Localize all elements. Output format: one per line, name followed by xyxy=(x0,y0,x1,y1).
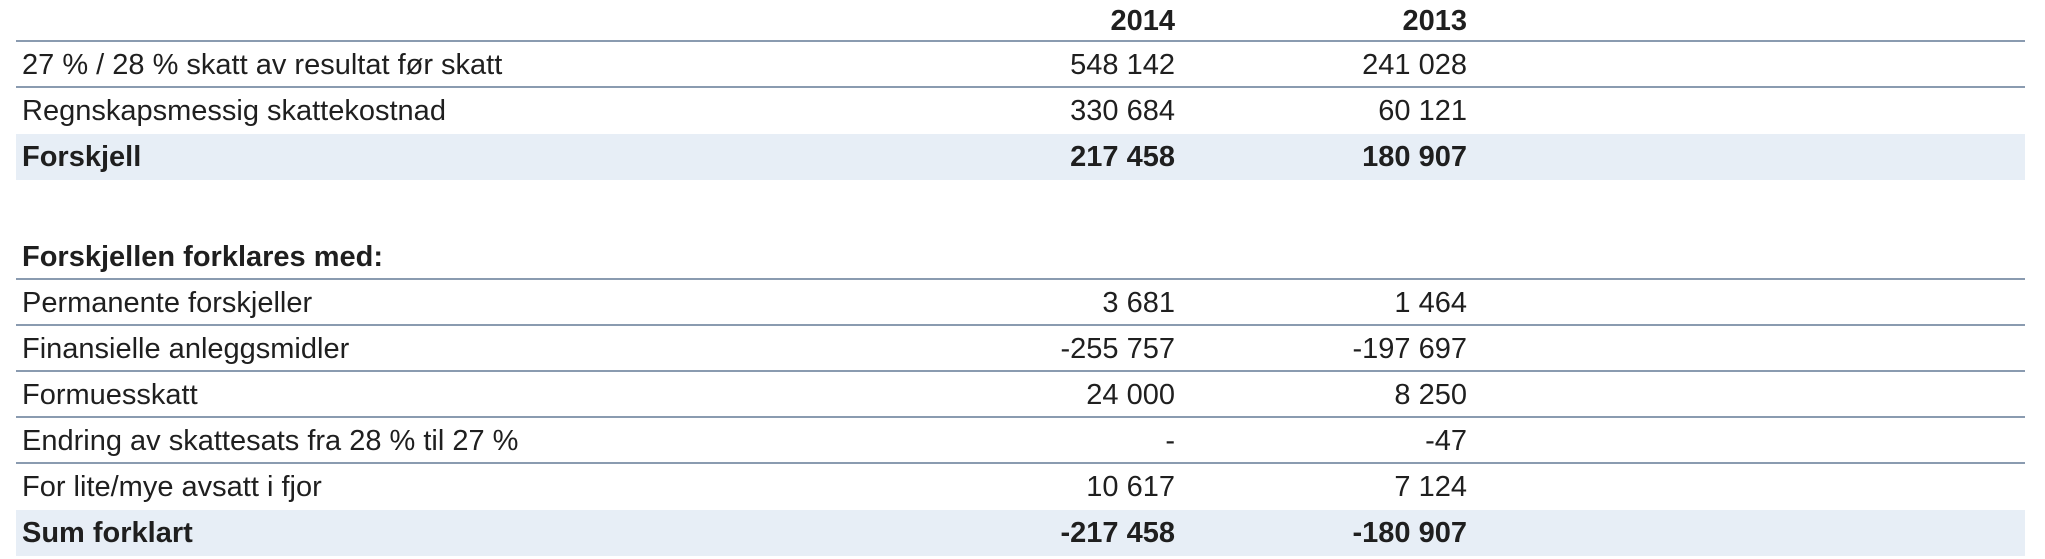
row-value-2013: 1 464 xyxy=(1394,287,1467,319)
section-spacer xyxy=(16,180,2025,234)
row-label: 27 % / 28 % skatt av resultat før skatt xyxy=(22,49,503,81)
row-value-2014: 10 617 xyxy=(1086,471,1175,503)
row-label: For lite/mye avsatt i fjor xyxy=(22,471,322,503)
row-value-2013: 60 121 xyxy=(1378,95,1467,127)
section-title: Forskjellen forklares med: xyxy=(22,241,384,273)
row-value-2013: 8 250 xyxy=(1394,379,1467,411)
row-label: Forskjell xyxy=(22,141,142,173)
tax-reconciliation-table: 2014 2013 27 % / 28 % skatt av resultat … xyxy=(16,0,2025,556)
column-header-2013: 2013 xyxy=(1402,5,1467,37)
difference-total-row: Forskjell 217 458 180 907 xyxy=(16,134,2025,180)
table-row: Permanente forskjeller 3 681 1 464 xyxy=(16,280,2025,326)
row-value-2014: 3 681 xyxy=(1102,287,1175,319)
row-value-2014: 548 142 xyxy=(1070,49,1175,81)
row-value-2013: -197 697 xyxy=(1352,333,1468,365)
row-label: Endring av skattesats fra 28 % til 27 % xyxy=(22,425,519,457)
table-row: For lite/mye avsatt i fjor 10 617 7 124 xyxy=(16,464,2025,510)
section-title-row: Forskjellen forklares med: xyxy=(16,234,2025,280)
row-label: Finansielle anleggsmidler xyxy=(22,333,350,365)
column-header-2014: 2014 xyxy=(1110,5,1175,37)
row-value-2013: -180 907 xyxy=(1352,517,1468,549)
table-row: Formuesskatt 24 000 8 250 xyxy=(16,372,2025,418)
table-row: Endring av skattesats fra 28 % til 27 % … xyxy=(16,418,2025,464)
row-value-2014: 330 684 xyxy=(1070,95,1175,127)
row-value-2013: 180 907 xyxy=(1362,141,1467,173)
row-value-2013: -47 xyxy=(1425,425,1467,457)
row-label: Sum forklart xyxy=(22,517,193,549)
row-value-2014: -217 458 xyxy=(1060,517,1176,549)
row-label: Formuesskatt xyxy=(22,379,198,411)
sum-explained-total-row: Sum forklart -217 458 -180 907 xyxy=(16,510,2025,556)
row-value-2013: 7 124 xyxy=(1394,471,1467,503)
row-label: Permanente forskjeller xyxy=(22,287,313,319)
row-value-2014: 217 458 xyxy=(1070,141,1175,173)
row-label: Regnskapsmessig skattekostnad xyxy=(22,95,446,127)
row-value-2014: -255 757 xyxy=(1060,333,1176,365)
row-value-2014: 24 000 xyxy=(1086,379,1175,411)
row-value-2013: 241 028 xyxy=(1362,49,1467,81)
table-row: Finansielle anleggsmidler -255 757 -197 … xyxy=(16,326,2025,372)
table-row: 27 % / 28 % skatt av resultat før skatt … xyxy=(16,42,2025,88)
header-row: 2014 2013 xyxy=(16,0,2025,42)
table-row: Regnskapsmessig skattekostnad 330 684 60… xyxy=(16,88,2025,134)
row-value-2014: - xyxy=(1165,425,1175,457)
